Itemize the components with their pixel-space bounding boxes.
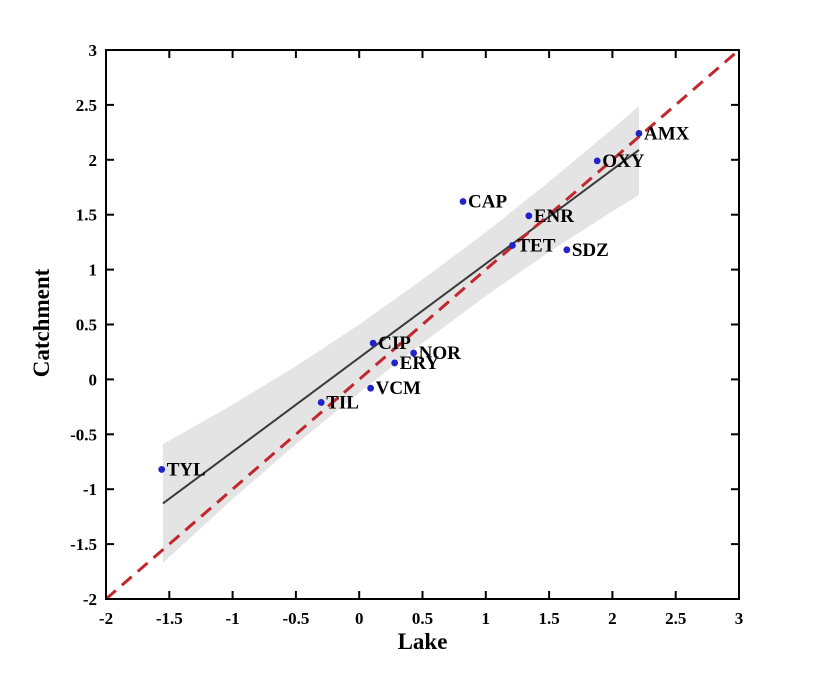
confidence-band [162,105,639,563]
x-tick-label: 1.5 [538,609,559,628]
data-point-OXY [593,157,601,165]
identity-dashed-line [105,48,740,601]
y-axis-title: Catchment [29,268,54,378]
point-label-CIP: CIP [378,333,411,354]
x-tick-label: -0.5 [282,609,309,628]
x-tick-label: 2.5 [665,609,686,628]
point-label-TET: TET [517,235,555,256]
y-tick-label: 2 [89,151,98,170]
data-point-NOR [410,349,418,357]
data-point-SDZ [563,246,571,254]
point-label-AMX: AMX [644,123,690,144]
data-point-ERY [391,359,399,367]
y-tick-label: 1 [89,261,98,280]
y-tick-label: 3 [89,41,98,60]
data-point-TIL [317,399,325,406]
x-tick-label: -1.5 [156,609,183,628]
y-tick-label: 2.5 [76,96,97,115]
data-point-ENR [525,212,533,220]
point-label-CAP: CAP [468,192,507,213]
point-label-ENR: ENR [534,206,574,227]
y-tick-label: 0 [89,370,98,389]
x-axis-title: Lake [397,629,448,654]
data-point-AMX [635,130,643,137]
point-label-SDZ: SDZ [572,240,609,261]
data-point-TET [508,242,516,249]
x-tick-label: -2 [99,609,113,628]
point-label-NOR: NOR [419,343,462,364]
x-tick-label: -1 [226,609,240,628]
data-point-TYL [158,466,166,473]
point-label-VCM: VCM [376,378,421,399]
data-point-VCM [367,384,374,392]
x-tick-label: 2 [608,609,617,628]
point-label-OXY: OXY [602,151,645,172]
y-tick-label: -1 [83,480,97,499]
x-tick-label: 0.5 [412,609,433,628]
y-tick-label: -0.5 [70,425,97,444]
point-label-TIL: TIL [326,392,359,413]
x-tick-label: 1 [482,609,491,628]
data-point-CAP [459,198,467,205]
y-tick-label: -1.5 [70,535,97,554]
y-tick-label: 0.5 [76,316,97,335]
y-tick-label: -2 [83,590,97,609]
data-point-CIP [369,339,377,347]
regression-fit-line [162,149,640,505]
x-tick-label: 0 [355,609,364,628]
point-label-ERY: ERY [400,353,440,374]
y-tick-label: 1.5 [76,206,97,225]
x-tick-label: 3 [735,609,744,628]
point-label-TYL: TYL [167,459,206,480]
